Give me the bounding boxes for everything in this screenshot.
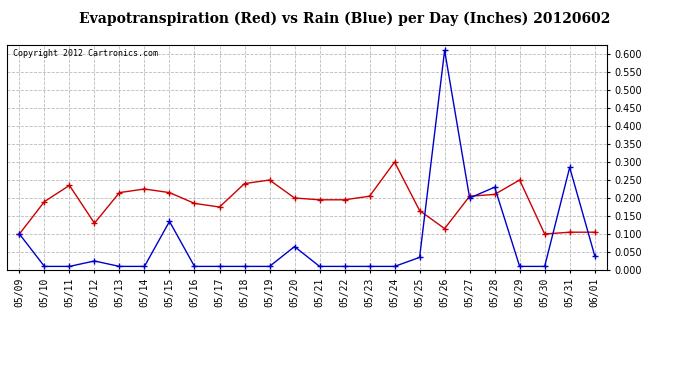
Text: Copyright 2012 Cartronics.com: Copyright 2012 Cartronics.com: [13, 50, 158, 58]
Text: Evapotranspiration (Red) vs Rain (Blue) per Day (Inches) 20120602: Evapotranspiration (Red) vs Rain (Blue) …: [79, 11, 611, 26]
